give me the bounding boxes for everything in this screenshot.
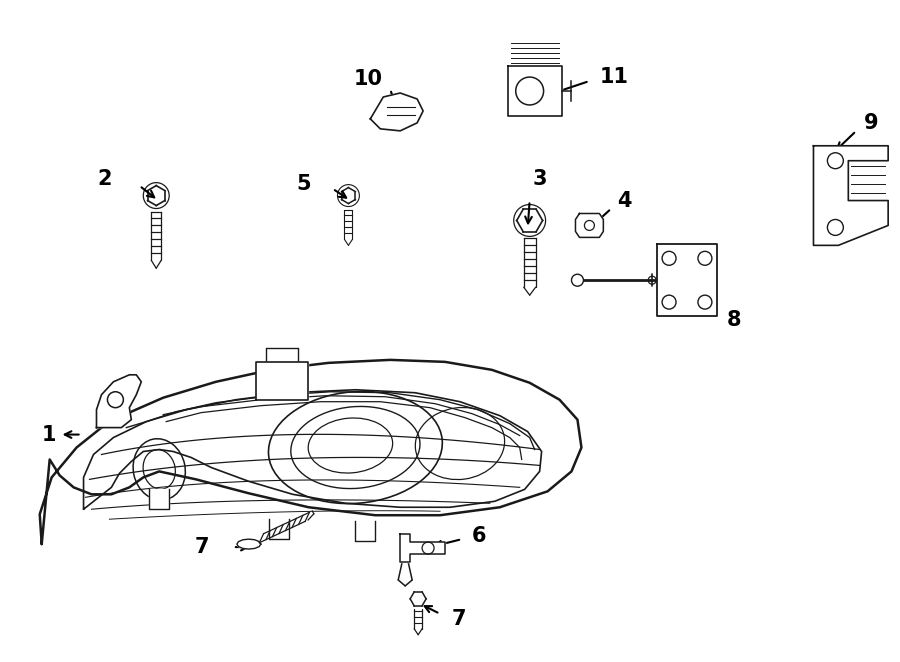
Polygon shape xyxy=(40,360,581,544)
Polygon shape xyxy=(356,521,375,541)
Polygon shape xyxy=(237,539,261,549)
Text: 1: 1 xyxy=(42,424,57,445)
Polygon shape xyxy=(657,244,717,316)
Polygon shape xyxy=(508,66,562,116)
Circle shape xyxy=(572,274,583,286)
Polygon shape xyxy=(269,519,289,539)
Text: 8: 8 xyxy=(727,310,742,330)
Text: 6: 6 xyxy=(472,526,486,546)
Text: 4: 4 xyxy=(617,191,632,211)
Text: 9: 9 xyxy=(864,113,879,133)
Polygon shape xyxy=(370,93,423,131)
Text: 7: 7 xyxy=(194,537,209,557)
Text: 5: 5 xyxy=(296,173,310,193)
Polygon shape xyxy=(96,375,141,428)
Polygon shape xyxy=(814,146,888,246)
Text: 2: 2 xyxy=(97,169,112,189)
Polygon shape xyxy=(400,534,445,562)
Polygon shape xyxy=(149,489,169,509)
Text: 7: 7 xyxy=(452,609,466,629)
Polygon shape xyxy=(575,214,603,238)
Text: 3: 3 xyxy=(533,169,547,189)
Polygon shape xyxy=(256,362,308,400)
Text: 10: 10 xyxy=(354,69,382,89)
Text: 11: 11 xyxy=(599,67,628,87)
